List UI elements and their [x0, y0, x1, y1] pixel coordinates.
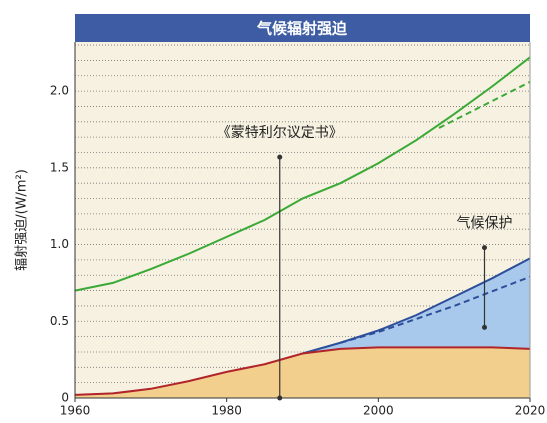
y-tick-label: 1.5 [50, 160, 69, 174]
area-fill [75, 347, 530, 398]
y-tick-label: 1.0 [50, 237, 69, 251]
line [340, 275, 531, 344]
annotation-text: 气候保护 [457, 216, 513, 232]
chart-title: 气候辐射强迫 [256, 20, 348, 38]
x-tick-label: 2020 [515, 404, 546, 418]
annotation-dot [482, 324, 487, 330]
y-tick-label: 0.5 [50, 314, 69, 328]
line [74, 56, 531, 292]
line [438, 81, 531, 129]
x-tick-label: 1960 [60, 404, 91, 418]
x-tick-label: 1980 [211, 404, 242, 418]
annotation-dot [277, 154, 283, 160]
area-fill [302, 258, 530, 354]
title-bar [75, 14, 530, 42]
x-tick-label: 2000 [363, 404, 394, 418]
y-axis-label: 辐射强迫/(W/m²) [14, 169, 30, 271]
y-tick-label: 2.0 [50, 84, 69, 98]
line [74, 346, 531, 396]
annotation-text: 《蒙特利尔议定书》 [217, 125, 343, 141]
annotation-dot [482, 245, 487, 251]
y-tick-label: 0 [61, 391, 69, 405]
